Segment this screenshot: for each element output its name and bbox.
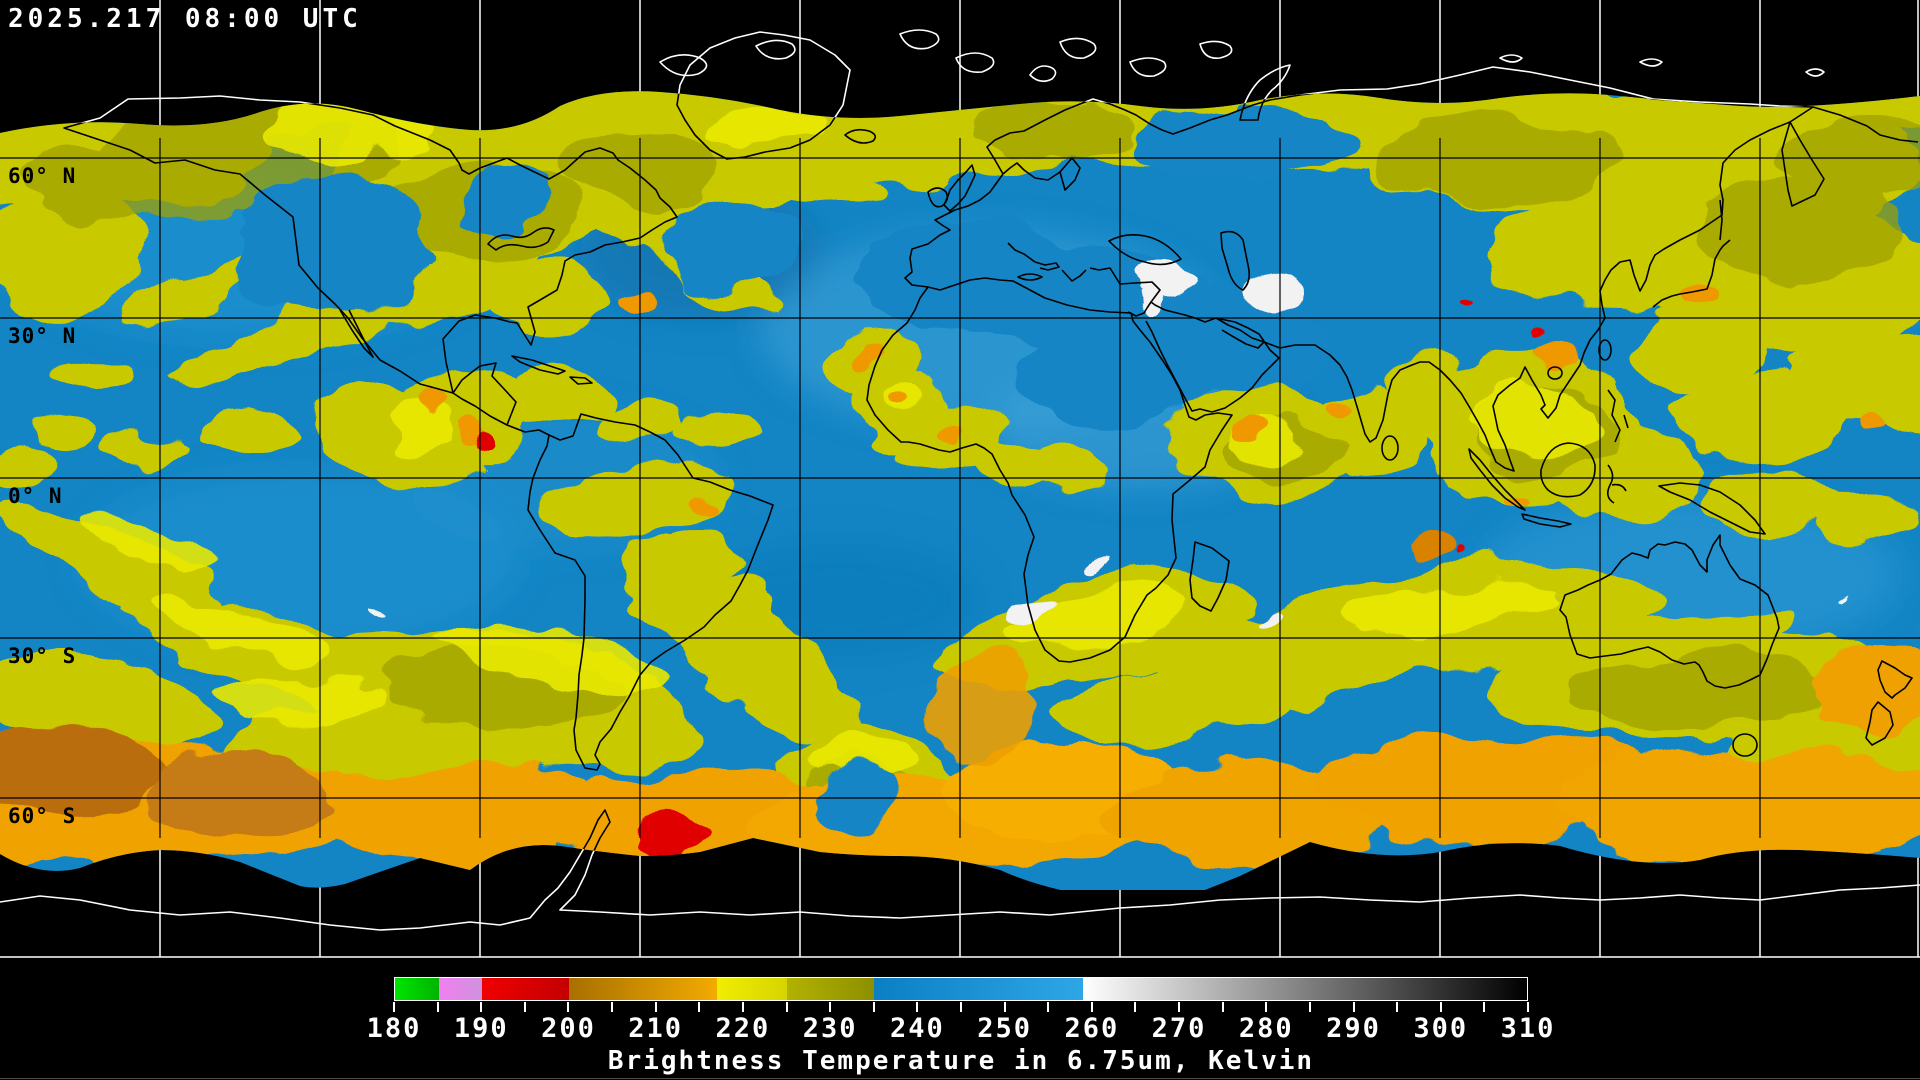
world-brightness-temperature-map — [0, 0, 1920, 958]
colorbar-tick-label: 190 — [453, 1013, 509, 1044]
colorbar-tick-label: 250 — [977, 1013, 1032, 1044]
colorbar-segment — [1082, 978, 1527, 1000]
colorbar-tick-label: 220 — [715, 1013, 771, 1044]
colorbar-tick — [1308, 1002, 1311, 1012]
colorbar-tick — [523, 1002, 526, 1012]
screen-bottom-edge — [0, 1078, 1920, 1079]
colorbar-tick — [1483, 1002, 1486, 1012]
colorbar-segment — [717, 978, 787, 1000]
colorbar-tick-label: 260 — [1064, 1013, 1120, 1044]
colorbar-tick — [1047, 1002, 1050, 1012]
colorbar-tick-label: 310 — [1500, 1013, 1556, 1044]
colorbar-gradient — [395, 978, 1527, 1000]
colorbar-tick — [916, 1002, 919, 1012]
graticule-meridians-data — [159, 138, 1761, 838]
colorbar-tick-label: 180 — [366, 1013, 422, 1044]
colorbar-tick — [1003, 1002, 1006, 1012]
colorbar-tick-label: 270 — [1151, 1013, 1207, 1044]
colorbar-title: Brightness Temperature in 6.75um, Kelvin — [607, 1046, 1315, 1076]
colorbar — [394, 977, 1528, 1001]
timestamp: 2025.217 08:00 UTC — [8, 4, 362, 34]
latitude-label: 30° N — [8, 324, 77, 348]
graticule-parallels — [0, 157, 1920, 799]
colorbar-tick — [1265, 1002, 1268, 1012]
colorbar-tick — [1134, 1002, 1137, 1012]
colorbar-tick — [611, 1002, 614, 1012]
colorbar-segment — [873, 978, 1083, 1000]
colorbar-tick-label: 210 — [628, 1013, 684, 1044]
colorbar-tick-labels: 180 190 200 210 220 230 240 250 260 270 280 290 300 3… — [367, 1013, 1554, 1044]
colorbar-tick — [829, 1002, 832, 1012]
colorbar-segment — [569, 978, 718, 1000]
colorbar-tick-label: 230 — [802, 1013, 858, 1044]
colorbar-tick — [1439, 1002, 1442, 1012]
colorbar-tick — [393, 1002, 395, 1012]
colorbar-tick — [1527, 1002, 1529, 1012]
colorbar-tick — [480, 1002, 483, 1012]
colorbar-tick — [1178, 1002, 1181, 1012]
colorbar-tick — [741, 1002, 744, 1012]
colorbar-tick — [1090, 1002, 1093, 1012]
colorbar-tick — [1221, 1002, 1224, 1012]
colorbar-tick — [436, 1002, 439, 1012]
colorbar-ticks — [393, 1002, 1529, 1012]
colorbar-tick — [785, 1002, 788, 1012]
latitude-label: 60° N — [8, 164, 77, 188]
colorbar-tick-label: 200 — [541, 1013, 596, 1044]
colorbar-tick — [1352, 1002, 1355, 1012]
colorbar-tick — [698, 1002, 701, 1012]
colorbar-segment — [786, 978, 874, 1000]
colorbar-tick-label: 300 — [1413, 1013, 1469, 1044]
colorbar-tick — [872, 1002, 875, 1012]
colorbar-tick-label: 240 — [889, 1013, 945, 1044]
colorbar-tick — [654, 1002, 657, 1012]
colorbar-tick — [567, 1002, 570, 1012]
colorbar-tick — [960, 1002, 962, 1012]
latitude-label: 30° S — [8, 644, 77, 668]
colorbar-tick-label: 280 — [1238, 1013, 1294, 1044]
latitude-label: 0° N — [8, 484, 63, 508]
colorbar-segment — [438, 978, 483, 1000]
colorbar-segment — [482, 978, 570, 1000]
colorbar-tick — [1396, 1002, 1399, 1012]
colorbar-segment — [395, 978, 439, 1000]
latitude-label: 60° S — [8, 804, 77, 828]
colorbar-tick-label: 290 — [1326, 1013, 1381, 1044]
